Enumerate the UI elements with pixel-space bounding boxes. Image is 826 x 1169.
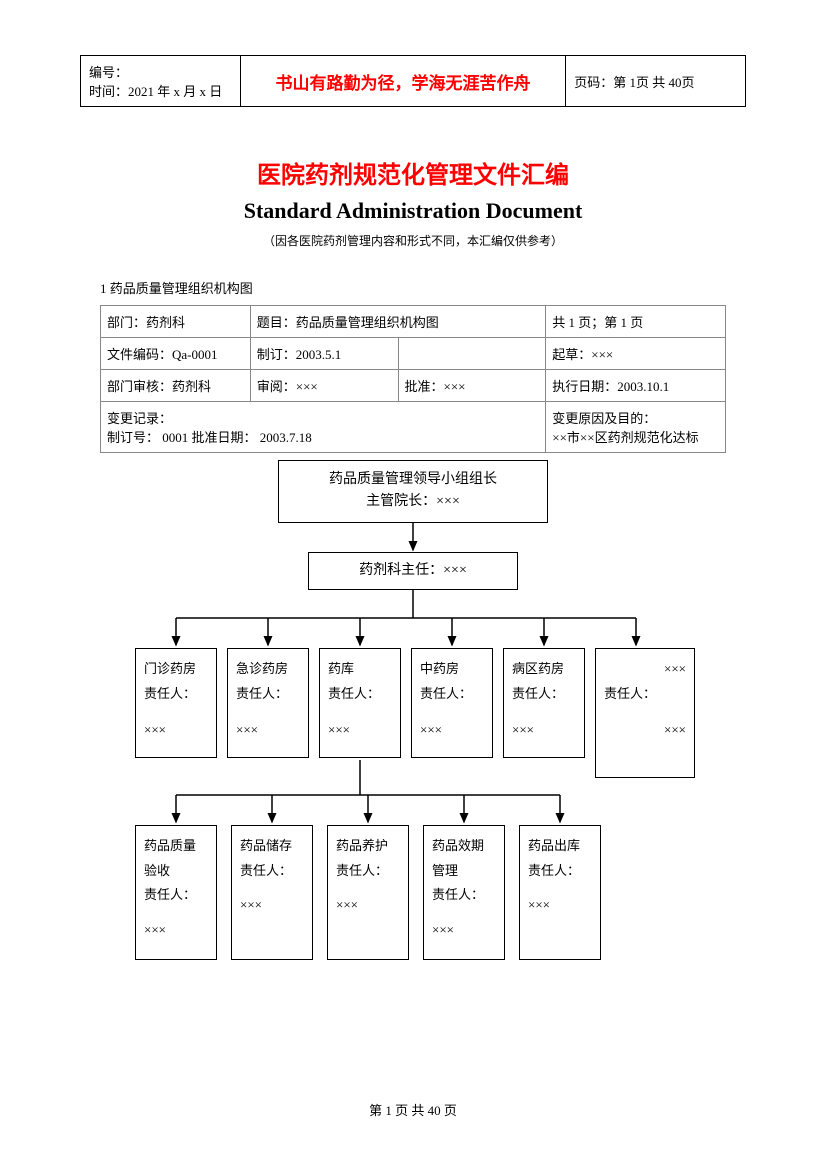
org-top-l2: 主管院长：××× — [285, 491, 541, 513]
org-row2-1-l1: 药品储存 — [240, 834, 304, 859]
org-row1-5-l2: 责任人： — [604, 682, 686, 707]
header-right: 页码：第 1页 共 40页 — [566, 56, 746, 107]
org-row2-4-l4: ××× — [528, 893, 592, 918]
info-r1c1: 部门：药剂科 — [101, 306, 251, 338]
info-r1c3: 共 1 页；第 1 页 — [546, 306, 726, 338]
org-row1-3: 中药房 责任人： ××× — [411, 648, 493, 758]
header-left-line2: 时间：2021 年 x 月 x 日 — [89, 81, 232, 100]
org-row1-2-l2: 责任人： — [328, 682, 392, 707]
org-row2-0-l4: ××× — [144, 918, 208, 943]
info-r3c4: 执行日期：2003.10.1 — [546, 370, 726, 402]
info-r2c4: 起草：××× — [546, 338, 726, 370]
org-row1-1-l3: ××× — [236, 718, 300, 743]
org-row1-4: 病区药房 责任人： ××× — [503, 648, 585, 758]
org-row1-1-l1: 急诊药房 — [236, 657, 300, 682]
org-row2-1-l4: ××× — [240, 893, 304, 918]
org-row1-2: 药库 责任人： ××× — [319, 648, 401, 758]
org-chart: 药品质量管理领导小组组长 主管院长：××× 药剂科主任：××× 门诊药房 责任人… — [100, 460, 726, 1060]
info-r4-left: 变更记录： 制订号： 0001 批准日期： 2003.7.18 — [101, 402, 546, 453]
org-row2-0-l2: 验收 — [144, 859, 208, 884]
header-center: 书山有路勤为径，学海无涯苦作舟 — [240, 56, 565, 107]
org-row1-5-l1: ××× — [604, 657, 686, 682]
info-r3c3: 批准：××× — [398, 370, 546, 402]
org-row2-1-l2: 责任人： — [240, 859, 304, 884]
info-r4-right-l2: ××市××区药剂规范化达标 — [552, 427, 719, 446]
header-center-text: 书山有路勤为径，学海无涯苦作舟 — [276, 74, 531, 93]
org-row2-3-l4: ××× — [432, 918, 496, 943]
info-r4-left-l1: 变更记录： — [107, 408, 539, 427]
org-row2-1: 药品储存 责任人： ××× — [231, 825, 313, 960]
sub-title: Standard Administration Document — [0, 198, 826, 224]
org-row1-0-l1: 门诊药房 — [144, 657, 208, 682]
info-r3c2: 审阅：××× — [250, 370, 398, 402]
header-left: 编号： 时间：2021 年 x 月 x 日 — [81, 56, 241, 107]
org-mid-text: 药剂科主任：××× — [359, 563, 467, 578]
org-row2-2: 药品养护 责任人： ××× — [327, 825, 409, 960]
org-row2-2-l1: 药品养护 — [336, 834, 400, 859]
info-r2c2: 制订：2003.5.1 — [250, 338, 398, 370]
org-row1-2-l3: ××× — [328, 718, 392, 743]
org-row1-0-l3: ××× — [144, 718, 208, 743]
org-row2-3: 药品效期 管理 责任人： ××× — [423, 825, 505, 960]
info-table: 部门：药剂科 题目：药品质量管理组织机构图 共 1 页；第 1 页 文件编码：Q… — [100, 305, 726, 453]
org-row1-4-l1: 病区药房 — [512, 657, 576, 682]
org-row1-3-l2: 责任人： — [420, 682, 484, 707]
org-node-top: 药品质量管理领导小组组长 主管院长：××× — [278, 460, 548, 523]
org-row1-5-l3: ××× — [604, 718, 686, 743]
org-row2-4: 药品出库 责任人： ××× — [519, 825, 601, 960]
org-row1-3-l1: 中药房 — [420, 657, 484, 682]
org-row1-2-l1: 药库 — [328, 657, 392, 682]
info-r1c2: 题目：药品质量管理组织机构图 — [250, 306, 546, 338]
header-left-line1: 编号： — [89, 62, 232, 81]
info-r3c1: 部门审核：药剂科 — [101, 370, 251, 402]
org-row1-0-l2: 责任人： — [144, 682, 208, 707]
org-row1-4-l3: ××× — [512, 718, 576, 743]
org-row2-3-l1: 药品效期 — [432, 834, 496, 859]
org-row2-4-l2: 责任人： — [528, 859, 592, 884]
org-row2-4-l1: 药品出库 — [528, 834, 592, 859]
org-row1-5: ××× 责任人： ××× — [595, 648, 695, 778]
info-r2c1: 文件编码：Qa-0001 — [101, 338, 251, 370]
org-row1-1: 急诊药房 责任人： ××× — [227, 648, 309, 758]
org-row1-3-l3: ××× — [420, 718, 484, 743]
org-row2-0-l1: 药品质量 — [144, 834, 208, 859]
org-row1-0: 门诊药房 责任人： ××× — [135, 648, 217, 758]
section-heading: 1 药品质量管理组织机构图 — [100, 278, 253, 297]
org-row2-2-l4: ××× — [336, 893, 400, 918]
org-row2-2-l2: 责任人： — [336, 859, 400, 884]
org-row1-4-l2: 责任人： — [512, 682, 576, 707]
org-row2-0-l3: 责任人： — [144, 883, 208, 908]
org-row2-3-l3: 责任人： — [432, 883, 496, 908]
org-node-mid: 药剂科主任：××× — [308, 552, 518, 590]
org-row2-0: 药品质量 验收 责任人： ××× — [135, 825, 217, 960]
header-right-text: 页码：第 1页 共 40页 — [574, 75, 694, 90]
info-r4-right-l1: 变更原因及目的： — [552, 408, 719, 427]
header-table: 编号： 时间：2021 年 x 月 x 日 书山有路勤为径，学海无涯苦作舟 页码… — [80, 55, 746, 107]
org-top-l1: 药品质量管理领导小组组长 — [285, 469, 541, 491]
info-r4-left-l2: 制订号： 0001 批准日期： 2003.7.18 — [107, 427, 539, 446]
footer-pagenum: 第 1 页 共 40 页 — [0, 1100, 826, 1119]
main-title: 医院药剂规范化管理文件汇编 — [0, 155, 826, 190]
org-row1-1-l2: 责任人： — [236, 682, 300, 707]
info-r2c3 — [398, 338, 546, 370]
org-row2-3-l2: 管理 — [432, 859, 496, 884]
title-note: （因各医院药剂管理内容和形式不同，本汇编仅供参考） — [0, 232, 826, 249]
info-r4-right: 变更原因及目的： ××市××区药剂规范化达标 — [546, 402, 726, 453]
